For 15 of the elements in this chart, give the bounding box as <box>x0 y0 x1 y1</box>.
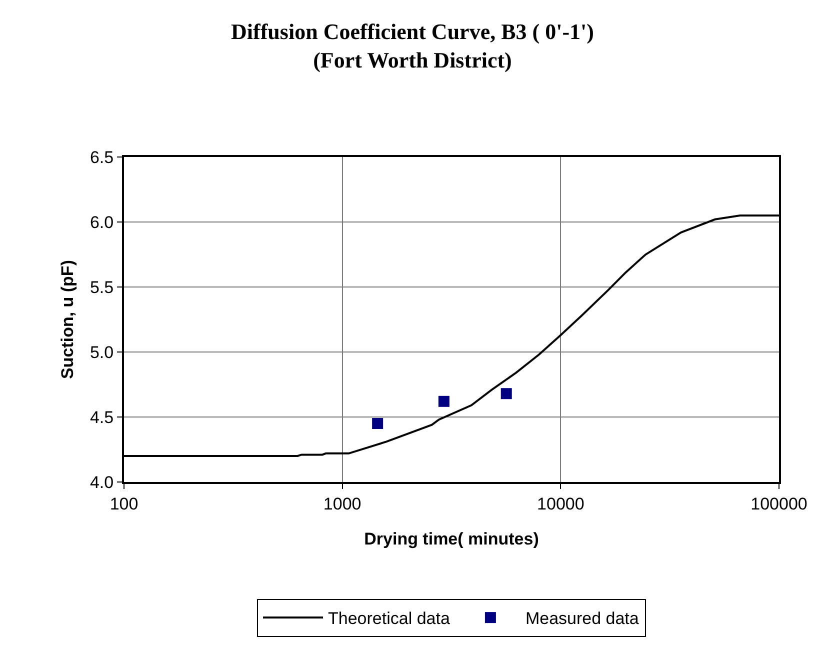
y-tick-label: 6.0 <box>90 212 114 232</box>
y-tick-label: 4.5 <box>90 408 114 427</box>
x-tick-label: 1000 <box>323 494 362 514</box>
x-axis-title: Drying time( minutes) <box>364 529 539 548</box>
x-tick-label: 100000 <box>750 494 808 514</box>
y-axis-title: Suction, u (pF) <box>58 260 78 379</box>
legend-label: Measured data <box>525 609 640 628</box>
y-tick-label: 5.0 <box>90 342 114 362</box>
y-tick-label: 5.5 <box>90 278 114 297</box>
y-tick-label: 4.0 <box>90 472 114 492</box>
x-tick-label: 10000 <box>537 494 584 514</box>
legend-label: Theoretical data <box>328 609 450 628</box>
y-tick-label: 6.5 <box>90 148 114 167</box>
x-tick-label: 100 <box>110 494 138 514</box>
chart-title: Diffusion Coefficient Curve, B3 ( 0'-1') (Fort Worth District) <box>231 19 594 73</box>
